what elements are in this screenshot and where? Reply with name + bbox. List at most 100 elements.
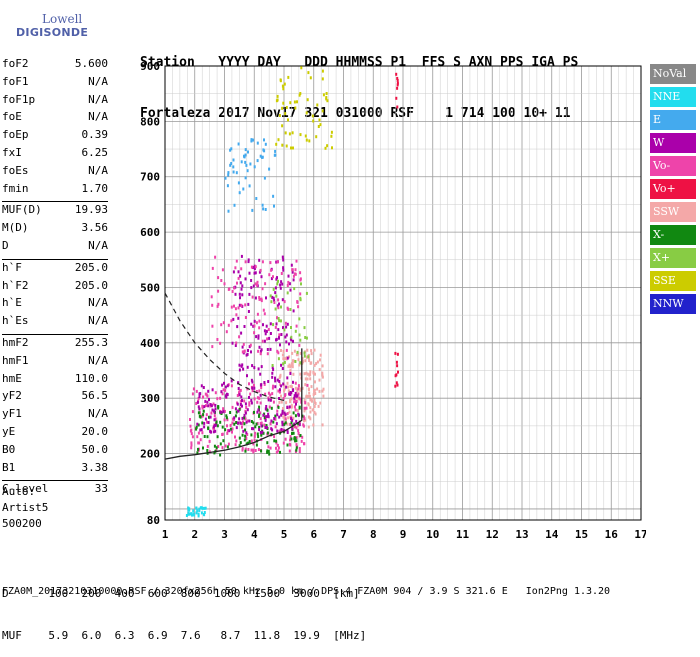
echo-point <box>226 418 229 422</box>
param-row: hmF2 255.3 <box>2 336 108 354</box>
echo-point <box>291 427 294 431</box>
echo-point <box>292 309 295 313</box>
echo-point <box>198 395 201 399</box>
echo-point <box>277 298 280 302</box>
echo-point <box>244 447 247 451</box>
digisonde-logo: Lowell DIGISONDE <box>2 4 88 44</box>
echo-point <box>196 509 199 513</box>
echo-point <box>394 374 397 378</box>
echo-point <box>197 431 200 435</box>
echo-point <box>217 445 220 448</box>
param-value: 56.5 <box>81 389 109 403</box>
echo-point <box>296 409 299 412</box>
param-label: h`E <box>2 296 22 310</box>
echo-point <box>253 397 256 401</box>
echo-point <box>238 363 241 367</box>
echo-point <box>297 387 300 391</box>
x-tick-label: 4 <box>251 528 258 541</box>
echo-point <box>200 384 203 388</box>
echo-point <box>190 512 193 516</box>
echo-point <box>274 414 277 418</box>
echo-point <box>250 286 253 290</box>
echo-point <box>191 410 194 414</box>
echo-point <box>217 406 220 410</box>
echo-point <box>296 392 299 396</box>
echo-point <box>260 424 263 428</box>
x-tick-label: 14 <box>545 528 559 541</box>
echo-point <box>267 391 270 395</box>
echo-point <box>313 398 316 402</box>
param-group-2: MUF(D) 19.93 M(D) 3.56 D N/A <box>2 203 108 256</box>
echo-point <box>269 322 272 326</box>
echo-point <box>292 372 295 376</box>
echo-point <box>396 83 399 87</box>
y-tick-label: 600 <box>140 226 160 239</box>
echo-point <box>308 359 311 362</box>
echo-point <box>237 276 240 280</box>
echo-point <box>263 176 266 180</box>
echo-point <box>261 339 264 343</box>
echo-point <box>224 385 227 389</box>
echo-point <box>214 417 217 421</box>
echo-point <box>267 412 270 416</box>
x-tick-label: 11 <box>456 528 470 541</box>
echo-point <box>229 163 232 167</box>
legend-item-vo-: Vo+ <box>650 179 696 199</box>
echo-point <box>396 383 399 387</box>
echo-point <box>204 399 207 403</box>
echo-point <box>226 384 229 388</box>
echo-point <box>231 417 234 421</box>
echo-point <box>294 272 297 276</box>
echo-point <box>288 132 291 136</box>
echo-point <box>306 372 309 376</box>
echo-point <box>233 422 236 426</box>
echo-point <box>277 279 279 283</box>
echo-point <box>278 333 281 337</box>
echo-point <box>217 276 220 280</box>
echo-point <box>190 428 193 432</box>
echo-point <box>244 316 247 319</box>
echo-point <box>252 324 255 328</box>
echo-point <box>272 296 275 300</box>
echo-point <box>265 324 268 328</box>
echo-point <box>298 447 301 450</box>
echo-point <box>272 275 274 279</box>
param-divider <box>2 201 108 203</box>
echo-point <box>275 422 278 426</box>
echo-point <box>250 439 253 443</box>
echo-point <box>276 276 278 280</box>
echo-point <box>226 424 228 428</box>
echo-point <box>297 392 300 396</box>
echo-point <box>313 411 316 414</box>
echo-point <box>267 449 270 453</box>
param-row: foEp 0.39 <box>2 128 108 146</box>
echo-point <box>198 441 201 445</box>
echo-point <box>225 414 228 418</box>
echo-point <box>299 292 302 296</box>
echo-point <box>307 425 310 429</box>
echo-point <box>265 296 267 300</box>
echo-point <box>201 421 204 425</box>
echo-point <box>215 446 218 450</box>
echo-point <box>291 131 294 135</box>
x-tick-label: 2 <box>191 528 198 541</box>
y-tick-label: 400 <box>140 337 160 350</box>
echo-point <box>221 446 224 450</box>
echo-point <box>253 271 256 275</box>
echo-point <box>305 406 308 410</box>
echo-point <box>298 396 301 400</box>
echo-point <box>200 428 203 432</box>
echo-point <box>248 382 250 386</box>
echo-point <box>283 414 286 417</box>
echo-point <box>232 418 235 422</box>
echo-point <box>256 141 259 145</box>
echo-point <box>309 406 312 410</box>
echo-point <box>187 512 190 516</box>
echo-point <box>284 131 287 135</box>
param-row: hmF1 N/A <box>2 354 108 372</box>
echo-point <box>276 409 279 413</box>
echo-point <box>253 264 256 268</box>
echo-point <box>247 419 249 423</box>
echo-point <box>234 435 236 439</box>
echo-point <box>257 336 260 340</box>
